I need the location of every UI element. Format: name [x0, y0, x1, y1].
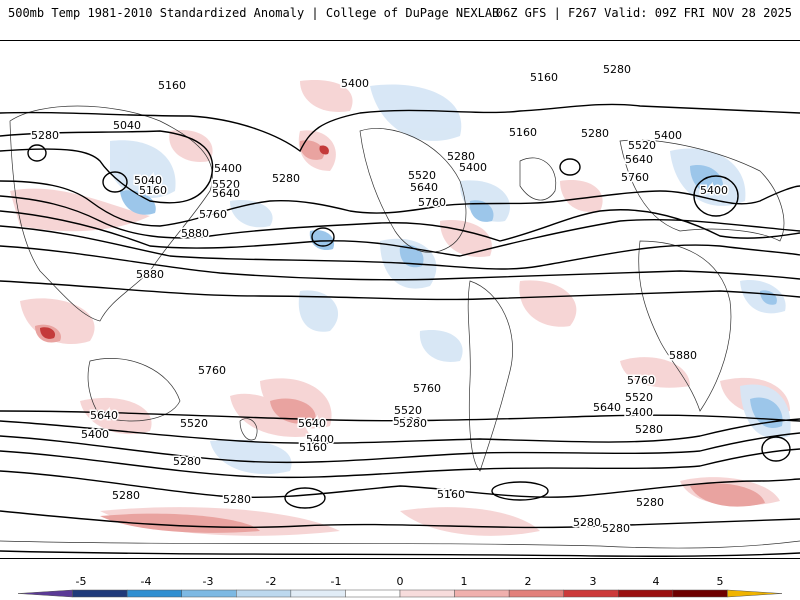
map-canvas: 5160 5160 5280 5400 5040 5280 5160 5280 …: [0, 62, 800, 557]
contour-label: 5040: [113, 119, 141, 132]
continent-outlines: [0, 105, 800, 549]
contour-label: 5040: [134, 174, 162, 187]
anomaly-colorbar: -5 -4 -3 -2 -1 0 1 2 3 4 5: [17, 575, 783, 598]
contour-label: 5160: [509, 126, 537, 139]
colorbar-tick-label: 3: [590, 575, 597, 588]
contour-label: 5280: [636, 496, 664, 509]
contour-label: 5520: [628, 139, 656, 152]
contour-label: 5400: [654, 129, 682, 142]
colorbar-tick-label: 1: [461, 575, 468, 588]
colorbar-segment: [672, 589, 728, 598]
contour-label: 5400: [700, 184, 728, 197]
contour-label: 5520: [180, 417, 208, 430]
strong-cold-anomaly-shading: [120, 165, 783, 428]
contour-label: 5880: [136, 268, 164, 281]
colorbar-segment: [399, 589, 455, 598]
colorbar-segment: [17, 589, 73, 598]
colorbar-segment: [508, 589, 564, 598]
contour-label: 5400: [459, 161, 487, 174]
colorbar-tick-label: 2: [525, 575, 532, 588]
contour-label: 5880: [181, 227, 209, 240]
colorbar-tick-label: -5: [76, 575, 87, 588]
contour-label: 5640: [298, 417, 326, 430]
contour-label: 5280: [581, 127, 609, 140]
colorbar-tick-label: -3: [203, 575, 214, 588]
very-strong-warm-anomaly: [40, 145, 329, 339]
contour-label: 5760: [413, 382, 441, 395]
contour-label: 5400: [306, 433, 334, 446]
colorbar-segment: [181, 589, 237, 598]
contour-label: 5520: [212, 178, 240, 191]
contour-label: 5520: [394, 404, 422, 417]
colorbar-segments: [17, 589, 783, 598]
strong-warm-anomaly-shading: [35, 140, 765, 533]
colorbar-segment: [126, 589, 182, 598]
contour-label: 5160: [158, 79, 186, 92]
colorbar-segment: [618, 589, 674, 598]
contour-label: 5280: [112, 489, 140, 502]
contour-label: 5160: [299, 441, 327, 454]
colorbar-tick-label: -4: [141, 575, 152, 588]
height-contours: [0, 103, 800, 557]
contour-label: 5280: [399, 417, 427, 430]
contour-label: 5280: [602, 522, 630, 535]
contour-label: 5400: [341, 77, 369, 90]
colorbar-tick-label: -1: [331, 575, 342, 588]
contour-label: 5640: [90, 409, 118, 422]
map-title: 500mb Temp 1981-2010 Standardized Anomal…: [8, 6, 500, 20]
colorbar-segment: [454, 589, 510, 598]
colorbar-segment: [236, 589, 292, 598]
contour-label: 5160: [530, 71, 558, 84]
contour-labels: 5160 5160 5280 5400 5040 5280 5160 5280 …: [30, 62, 730, 537]
contour-label: 5520: [625, 391, 653, 404]
contour-label: 5760: [418, 196, 446, 209]
contour-label: 5400: [393, 415, 421, 428]
contour-label: 5280: [635, 423, 663, 436]
contour-label: 5880: [669, 349, 697, 362]
contour-label: 5760: [199, 208, 227, 221]
contour-label: 5160: [437, 488, 465, 501]
colorbar-tick-label: 4: [653, 575, 660, 588]
colorbar-segment: [72, 589, 128, 598]
colorbar-tick-label: 0: [397, 575, 404, 588]
contour-label: 5280: [173, 455, 201, 468]
contour-label: 5400: [214, 162, 242, 175]
contour-label: 5760: [621, 171, 649, 184]
contour-label: 5280: [223, 493, 251, 506]
contour-label: 5640: [625, 153, 653, 166]
contour-label: 5760: [627, 374, 655, 387]
contour-label: 5640: [410, 181, 438, 194]
contour-label: 5280: [573, 516, 601, 529]
contour-label: 5640: [593, 401, 621, 414]
colorbar-segment: [345, 589, 401, 598]
colorbar-segment: [290, 589, 346, 598]
model-run-info: 06Z GFS | F267 Valid: 09Z FRI NOV 28 202…: [495, 6, 792, 20]
colorbar-segment: [563, 589, 619, 598]
contour-label: 5280: [272, 172, 300, 185]
contour-label: 5400: [625, 406, 653, 419]
colorbar-ticks: -5 -4 -3 -2 -1 0 1 2 3 4 5: [76, 575, 724, 588]
contour-label: 5520: [408, 169, 436, 182]
anomaly-map: 5160 5160 5280 5400 5040 5280 5160 5280 …: [0, 40, 800, 559]
contour-label: 5160: [139, 184, 167, 197]
contour-label: 5280: [603, 63, 631, 76]
colorbar-tick-label: -2: [266, 575, 277, 588]
colorbar-segment: [727, 589, 783, 598]
contour-label: 5640: [212, 187, 240, 200]
contour-label: 5280: [447, 150, 475, 163]
contour-label: 5280: [31, 129, 59, 142]
colorbar-tick-label: 5: [717, 575, 724, 588]
contour-label: 5400: [81, 428, 109, 441]
closed-contours: [27, 144, 791, 509]
contour-label: 5760: [198, 364, 226, 377]
